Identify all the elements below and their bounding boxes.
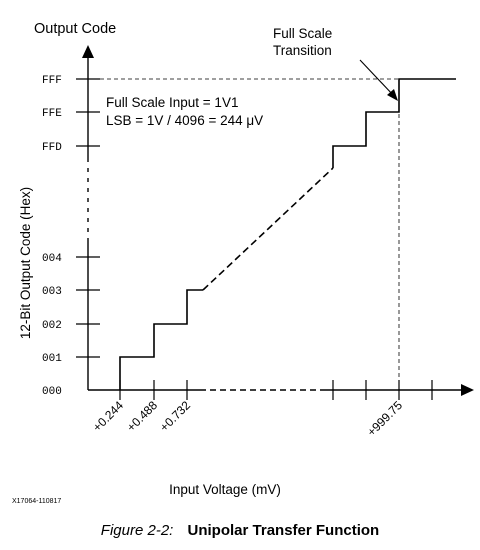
y-tick-label-ffd: FFD <box>42 142 62 154</box>
y-ticks <box>76 78 100 358</box>
info-full-scale-input: Full Scale Input = 1V1 <box>106 95 238 110</box>
x-tick-label-0244: +0.244 <box>90 398 126 434</box>
figure-id: X17064-110817 <box>12 498 62 505</box>
x-axis-title: Input Voltage (mV) <box>169 482 281 497</box>
y-tick-label-003: 003 <box>42 286 62 298</box>
x-tick-label-0488: +0.488 <box>124 398 160 434</box>
info-lsb: LSB = 1V / 4096 = 244 μV <box>106 113 263 128</box>
y-axis-title: 12-Bit Output Code (Hex) <box>18 187 33 339</box>
figure-caption: Figure 2-2: Unipolar Transfer Function <box>0 522 480 539</box>
y-tick-label-ffe: FFE <box>42 108 62 120</box>
y-tick-label-001: 001 <box>42 353 62 365</box>
y-tick-labels: 000 001 002 003 004 FFD FFE FFF <box>42 75 62 398</box>
figure-caption-title: Unipolar Transfer Function <box>187 522 380 539</box>
full-scale-label-line1: Full Scale <box>273 26 332 41</box>
y-tick-label-004: 004 <box>42 253 62 265</box>
full-scale-label-line2: Transition <box>273 43 332 58</box>
transfer-staircase-low <box>119 289 203 390</box>
x-tick-labels: +0.244 +0.488 +0.732 +999.75 <box>90 398 405 439</box>
x-tick-label-0732: +0.732 <box>157 398 193 434</box>
y-axis-arrowhead <box>82 45 94 58</box>
x-tick-label-99975: +999.75 <box>364 398 405 439</box>
output-code-label: Output Code <box>34 21 116 37</box>
full-scale-pointer-line <box>359 59 395 97</box>
x-axis-arrowhead <box>461 384 474 396</box>
y-tick-label-fff: FFF <box>42 75 62 87</box>
full-scale-pointer-arrowhead <box>387 89 398 101</box>
y-tick-label-000: 000 <box>42 386 62 398</box>
figure-caption-label: Figure 2-2: <box>100 522 174 539</box>
transfer-staircase-gap <box>202 167 334 291</box>
y-tick-label-002: 002 <box>42 320 62 332</box>
